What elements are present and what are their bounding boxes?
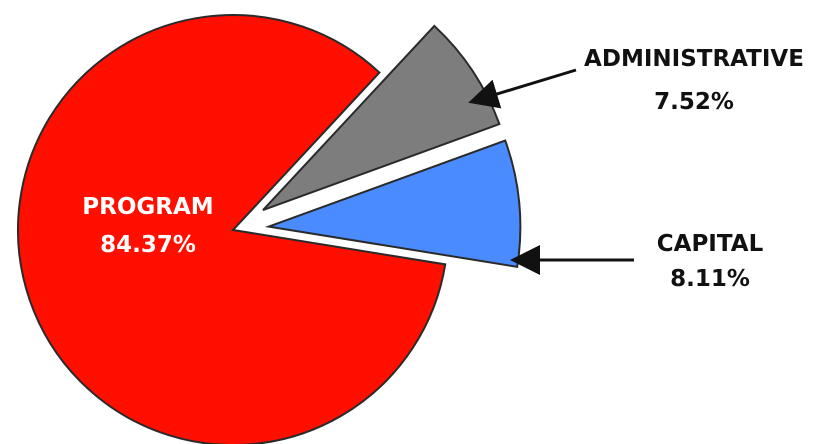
administrative-label: ADMINISTRATIVE [584,46,804,72]
capital-label: CAPITAL [657,231,764,257]
administrative-arrow [468,68,577,109]
program-value-label: 84.37% [100,232,196,258]
capital-value-label: 8.11% [670,266,750,292]
administrative-value-label: 7.52% [654,89,734,115]
pie-slice-program [17,14,447,444]
pie-slice-administrative [262,24,501,212]
program-label: PROGRAM [82,194,213,220]
pie-slices [17,14,522,444]
